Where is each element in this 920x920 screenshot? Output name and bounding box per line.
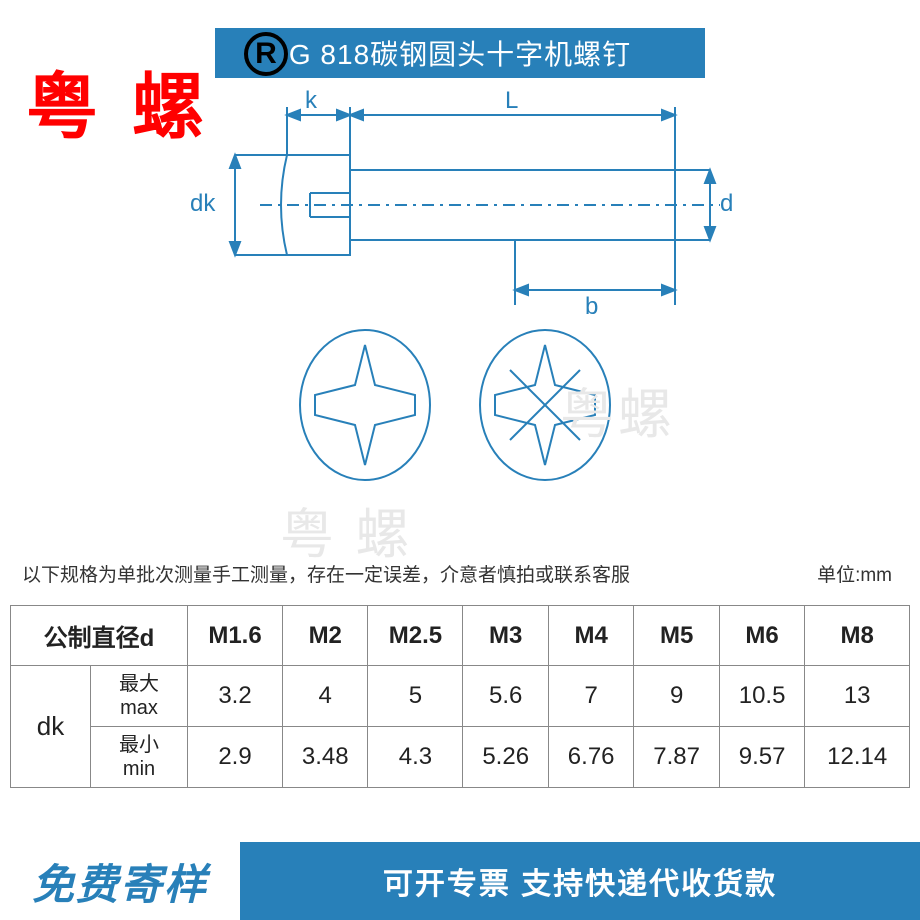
cell: 9.57 [719, 727, 804, 788]
row-group-dk: dk [11, 666, 91, 788]
cell: 12.14 [805, 727, 910, 788]
dim-label-k: k [305, 87, 317, 115]
dim-label-L: L [505, 87, 518, 115]
sublabel-max: 最大 max [91, 666, 188, 727]
screw-diagram: k L dk d b [175, 95, 745, 495]
unit-label: 单位:mm [817, 560, 892, 587]
cell: 5 [368, 666, 463, 727]
sublabel-min-cn: 最小 [119, 734, 159, 756]
sublabel-min-en: min [123, 758, 155, 780]
cell: 5.6 [463, 666, 548, 727]
sublabel-min: 最小 min [91, 727, 188, 788]
cell: 4.3 [368, 727, 463, 788]
banner-services: 可开专票 支持快递代收货款 [240, 842, 920, 920]
specs-table: 公制直径d M1.6 M2 M2.5 M3 M4 M5 M6 M8 dk 最大 … [10, 605, 910, 788]
banner-free-sample: 免费寄样 [0, 842, 240, 920]
table-row: dk 最大 max 3.2 4 5 5.6 7 9 10.5 13 [11, 666, 910, 727]
cell: 3.2 [188, 666, 283, 727]
col-m6: M6 [719, 606, 804, 666]
dim-label-b: b [585, 293, 598, 321]
dim-label-dk: dk [190, 190, 215, 218]
cell: 4 [283, 666, 368, 727]
cell: 10.5 [719, 666, 804, 727]
dim-label-d: d [720, 190, 733, 218]
cell: 5.26 [463, 727, 548, 788]
col-m8: M8 [805, 606, 910, 666]
measurement-note: 以下规格为单批次测量手工测量，存在一定误差，介意者慎拍或联系客服 [22, 560, 630, 587]
cell: 7 [548, 666, 633, 727]
col-m3: M3 [463, 606, 548, 666]
bottom-banner: 免费寄样 可开专票 支持快递代收货款 [0, 842, 920, 920]
registered-mark: R [244, 32, 288, 76]
table-header-row: 公制直径d M1.6 M2 M2.5 M3 M4 M5 M6 M8 [11, 606, 910, 666]
cell: 13 [805, 666, 910, 727]
cell: 3.48 [283, 727, 368, 788]
col-m4: M4 [548, 606, 633, 666]
sublabel-max-cn: 最大 [119, 673, 159, 695]
table-row: 最小 min 2.9 3.48 4.3 5.26 6.76 7.87 9.57 … [11, 727, 910, 788]
cell: 9 [634, 666, 719, 727]
header-diameter: 公制直径d [11, 606, 188, 666]
cell: 2.9 [188, 727, 283, 788]
cell: 7.87 [634, 727, 719, 788]
col-m2: M2 [283, 606, 368, 666]
watermark-2: 粤 螺 [280, 490, 414, 569]
title-banner: G 818碳钢圆头十字机螺钉 [215, 28, 705, 78]
col-m25: M2.5 [368, 606, 463, 666]
sublabel-max-en: max [120, 697, 158, 719]
cell: 6.76 [548, 727, 633, 788]
col-m16: M1.6 [188, 606, 283, 666]
col-m5: M5 [634, 606, 719, 666]
